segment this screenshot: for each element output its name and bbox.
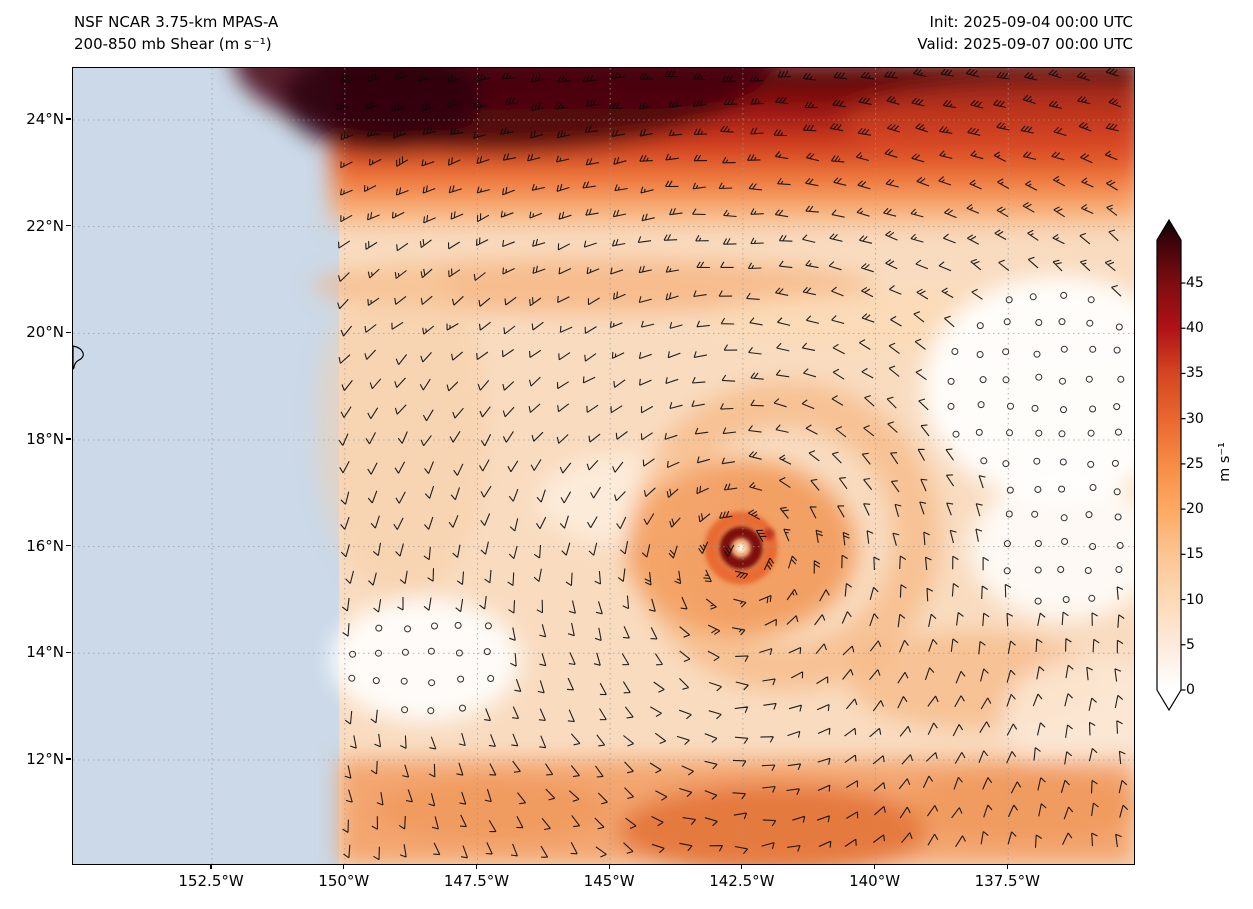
colorbar-tick-marks (1181, 282, 1186, 691)
y-tick-mark (66, 225, 71, 227)
x-tick-label: 147.5°W (443, 872, 510, 890)
wind-barbs (335, 68, 1129, 861)
x-tick-mark (741, 864, 743, 869)
colorbar-gradient-bar (1156, 218, 1182, 712)
y-tick-mark (66, 545, 71, 547)
y-tick-label: 24°N (26, 109, 64, 128)
x-tick-mark (210, 864, 212, 869)
run-time-block: Init: 2025-09-04 00:00 UTC Valid: 2025-0… (917, 11, 1133, 55)
x-tick-label: 140°W (849, 872, 901, 890)
colorbar-unit-label: m s⁻¹ (1217, 442, 1233, 482)
colorbar-tick-label: 0 (1186, 682, 1195, 698)
x-tick-mark (608, 864, 610, 869)
x-tick-mark (343, 864, 345, 869)
shear-field-svg (73, 68, 1134, 864)
x-tick-label: 137.5°W (974, 872, 1040, 890)
model-title: NSF NCAR 3.75-km MPAS-A (74, 13, 279, 31)
x-tick-label: 152.5°W (178, 872, 244, 890)
cyclone-core (704, 511, 778, 585)
colorbar-tick-label: 30 (1186, 410, 1204, 427)
y-tick-label: 18°N (26, 429, 64, 448)
map-plot-area (72, 67, 1135, 865)
y-tick-mark (66, 758, 71, 760)
colorbar-tick-label: 40 (1186, 320, 1204, 337)
lat-lon-gridlines (73, 68, 1134, 864)
y-tick-label: 16°N (26, 536, 64, 555)
y-tick-label: 20°N (26, 323, 64, 342)
x-tick-label: 150°W (318, 872, 370, 890)
y-tick-mark (66, 651, 71, 653)
x-tick-mark (1006, 864, 1008, 869)
masked-ocean-region (73, 68, 339, 864)
hawaii-coastline (73, 345, 84, 370)
x-tick-label: 145°W (583, 872, 635, 890)
colorbar-tick-label: 10 (1186, 591, 1204, 608)
y-tick-mark (66, 331, 71, 333)
y-tick-mark (66, 438, 71, 440)
colorbar-tick-label: 35 (1186, 365, 1204, 382)
y-tick-mark (66, 118, 71, 120)
x-tick-mark (873, 864, 876, 869)
colorbar-tick-label: 45 (1186, 275, 1204, 292)
y-tick-label: 22°N (26, 216, 64, 235)
colorbar-tick-label: 20 (1186, 501, 1204, 518)
y-tick-label: 14°N (26, 643, 64, 662)
colorbar-tick-label: 25 (1186, 455, 1204, 472)
colorbar-tick-label: 5 (1186, 636, 1195, 653)
valid-time-label: Valid: 2025-09-07 00:00 UTC (917, 35, 1133, 53)
field-title: 200-850 mb Shear (m s⁻¹) (74, 35, 272, 53)
init-time-label: Init: 2025-09-04 00:00 UTC (929, 13, 1133, 31)
plot-title-block: NSF NCAR 3.75-km MPAS-A 200-850 mb Shear… (74, 11, 278, 55)
colorbar-tick-label: 15 (1186, 546, 1204, 563)
y-tick-label: 12°N (26, 749, 64, 768)
x-tick-label: 142.5°W (709, 872, 775, 890)
x-tick-mark (475, 864, 478, 869)
colorbar (1156, 218, 1186, 712)
